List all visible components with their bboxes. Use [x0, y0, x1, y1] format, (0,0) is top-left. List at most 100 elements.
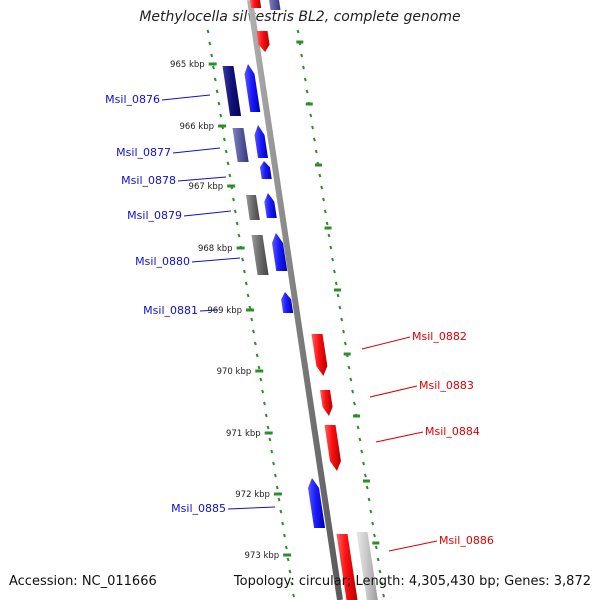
ruler-dot — [351, 389, 355, 394]
ruler-dot — [273, 473, 277, 478]
ruler-label: 965 kbp — [170, 60, 205, 70]
ruler-dot — [242, 269, 246, 274]
ruler-dot — [228, 173, 232, 178]
ruler-dot — [213, 77, 217, 82]
ruler-dot — [347, 365, 351, 370]
ruler-dot — [318, 173, 322, 178]
leader-line-msil-0881 — [199, 309, 219, 312]
ruler-dot — [232, 197, 235, 202]
ruler-dot — [257, 365, 261, 370]
labels-group: Msil_0876 Msil_0877 Msil_0878 Msil_0879 Msil… — [105, 93, 494, 552]
ruler-dot — [300, 53, 304, 58]
ruler-dot — [349, 377, 353, 382]
ruler-dot — [259, 377, 263, 382]
ruler-dot — [309, 113, 313, 118]
ruler-dot — [241, 257, 245, 262]
ruler-dot — [244, 281, 248, 286]
ruler-dot — [325, 221, 329, 226]
ruler-dot — [208, 41, 212, 46]
leader-line-msil-0878 — [177, 176, 227, 182]
leader-line-msil-0876 — [161, 94, 211, 101]
ruler-dot — [302, 65, 305, 70]
gene-label-msil-0883[interactable]: Msil_0883 — [419, 379, 474, 392]
ruler-dot — [212, 65, 215, 70]
ruler-dot — [252, 329, 255, 334]
gene-label-msil-0880[interactable]: Msil_0880 — [135, 255, 190, 268]
ruler-dot — [340, 317, 344, 322]
ruler-dot — [292, 593, 296, 598]
inner-ruler — [206, 29, 296, 598]
ruler-dot — [233, 209, 237, 214]
gene-label-msil-0877[interactable]: Msil_0877 — [116, 146, 171, 159]
ruler-dot — [363, 473, 367, 478]
ruler-dot — [290, 581, 294, 586]
ruler-dot — [365, 485, 369, 490]
ruler-dot — [253, 341, 257, 346]
ruler-dot — [279, 509, 283, 514]
leader-line-msil-0877 — [172, 147, 221, 154]
ruler-dot — [272, 461, 276, 466]
ruler-dot — [343, 341, 347, 346]
ruler-dot — [284, 545, 288, 550]
ruler-dot — [382, 593, 386, 598]
ruler-dot — [246, 293, 250, 298]
ruler-label: 972 kbp — [235, 490, 270, 500]
block-light-gray — [356, 532, 378, 600]
ruler-dot — [327, 233, 331, 238]
ruler-dot — [219, 113, 223, 118]
gene-label-msil-0879[interactable]: Msil_0879 — [127, 209, 182, 222]
ruler-dot — [296, 29, 300, 34]
gene-glyph-msil-0885 — [308, 478, 326, 528]
gene-label-msil-0878[interactable]: Msil_0878 — [121, 174, 176, 187]
ruler-dot — [334, 281, 338, 286]
ruler-dot — [358, 437, 362, 442]
ruler-dot — [314, 149, 318, 154]
leader-line-msil-0884 — [375, 431, 424, 443]
ruler-dot — [378, 569, 382, 574]
gene-label-msil-0876[interactable]: Msil_0876 — [105, 93, 160, 106]
ruler-label: 967 kbp — [189, 182, 224, 192]
ruler-dot — [263, 401, 266, 406]
gene-glyph-edge — [250, 0, 262, 8]
ruler-dot — [322, 197, 325, 202]
gene-label-msil-0882[interactable]: Msil_0882 — [412, 330, 467, 343]
ruler-dot — [312, 137, 316, 142]
gene-glyph-msil-0881 — [281, 292, 294, 313]
ruler-dot — [264, 413, 268, 418]
ruler-dot — [367, 497, 371, 502]
gene-label-msil-0885[interactable]: Msil_0885 — [171, 502, 226, 515]
gene-label-msil-0884[interactable]: Msil_0884 — [425, 425, 480, 438]
block-edge — [269, 0, 281, 10]
gene-glyph-top-partial — [256, 31, 270, 52]
ruler-dot — [303, 77, 307, 82]
ruler-dot — [311, 125, 315, 130]
ruler-label: 973 kbp — [245, 551, 280, 561]
ruler-dot — [275, 485, 279, 490]
ruler-dot — [305, 89, 309, 94]
leader-line-msil-0882 — [361, 336, 411, 350]
ruler-dot — [235, 221, 239, 226]
ruler-group: 965 kbp 966 kbp 967 kbp 968 kbp 969 kbp 970 k… — [170, 29, 386, 598]
ruler-label: 969 kbp — [207, 306, 242, 316]
ruler-dot — [222, 137, 226, 142]
ruler-dot — [288, 569, 292, 574]
backbone-group — [247, 0, 343, 600]
gene-glyph-msil-0879 — [264, 193, 277, 218]
features-group — [222, 0, 378, 600]
ruler-dot — [373, 533, 376, 538]
ruler-dot — [332, 269, 336, 274]
gene-glyph-msil-0880 — [272, 233, 288, 271]
ruler-dot — [362, 461, 366, 466]
gene-label-msil-0886[interactable]: Msil_0886 — [439, 534, 494, 547]
block-gray — [251, 235, 269, 275]
gene-glyph-msil-0883 — [320, 390, 333, 416]
ruler-dot — [210, 53, 214, 58]
ruler-dot — [323, 209, 327, 214]
ruler-dot — [356, 425, 360, 430]
leader-line-msil-0883 — [369, 385, 418, 398]
gene-label-msil-0881[interactable]: Msil_0881 — [143, 304, 198, 317]
gene-glyph-msil-0876 — [244, 64, 261, 112]
summary-text: Topology: circular; Length: 4,305,430 bp… — [233, 574, 591, 589]
ruler-dot — [369, 509, 373, 514]
